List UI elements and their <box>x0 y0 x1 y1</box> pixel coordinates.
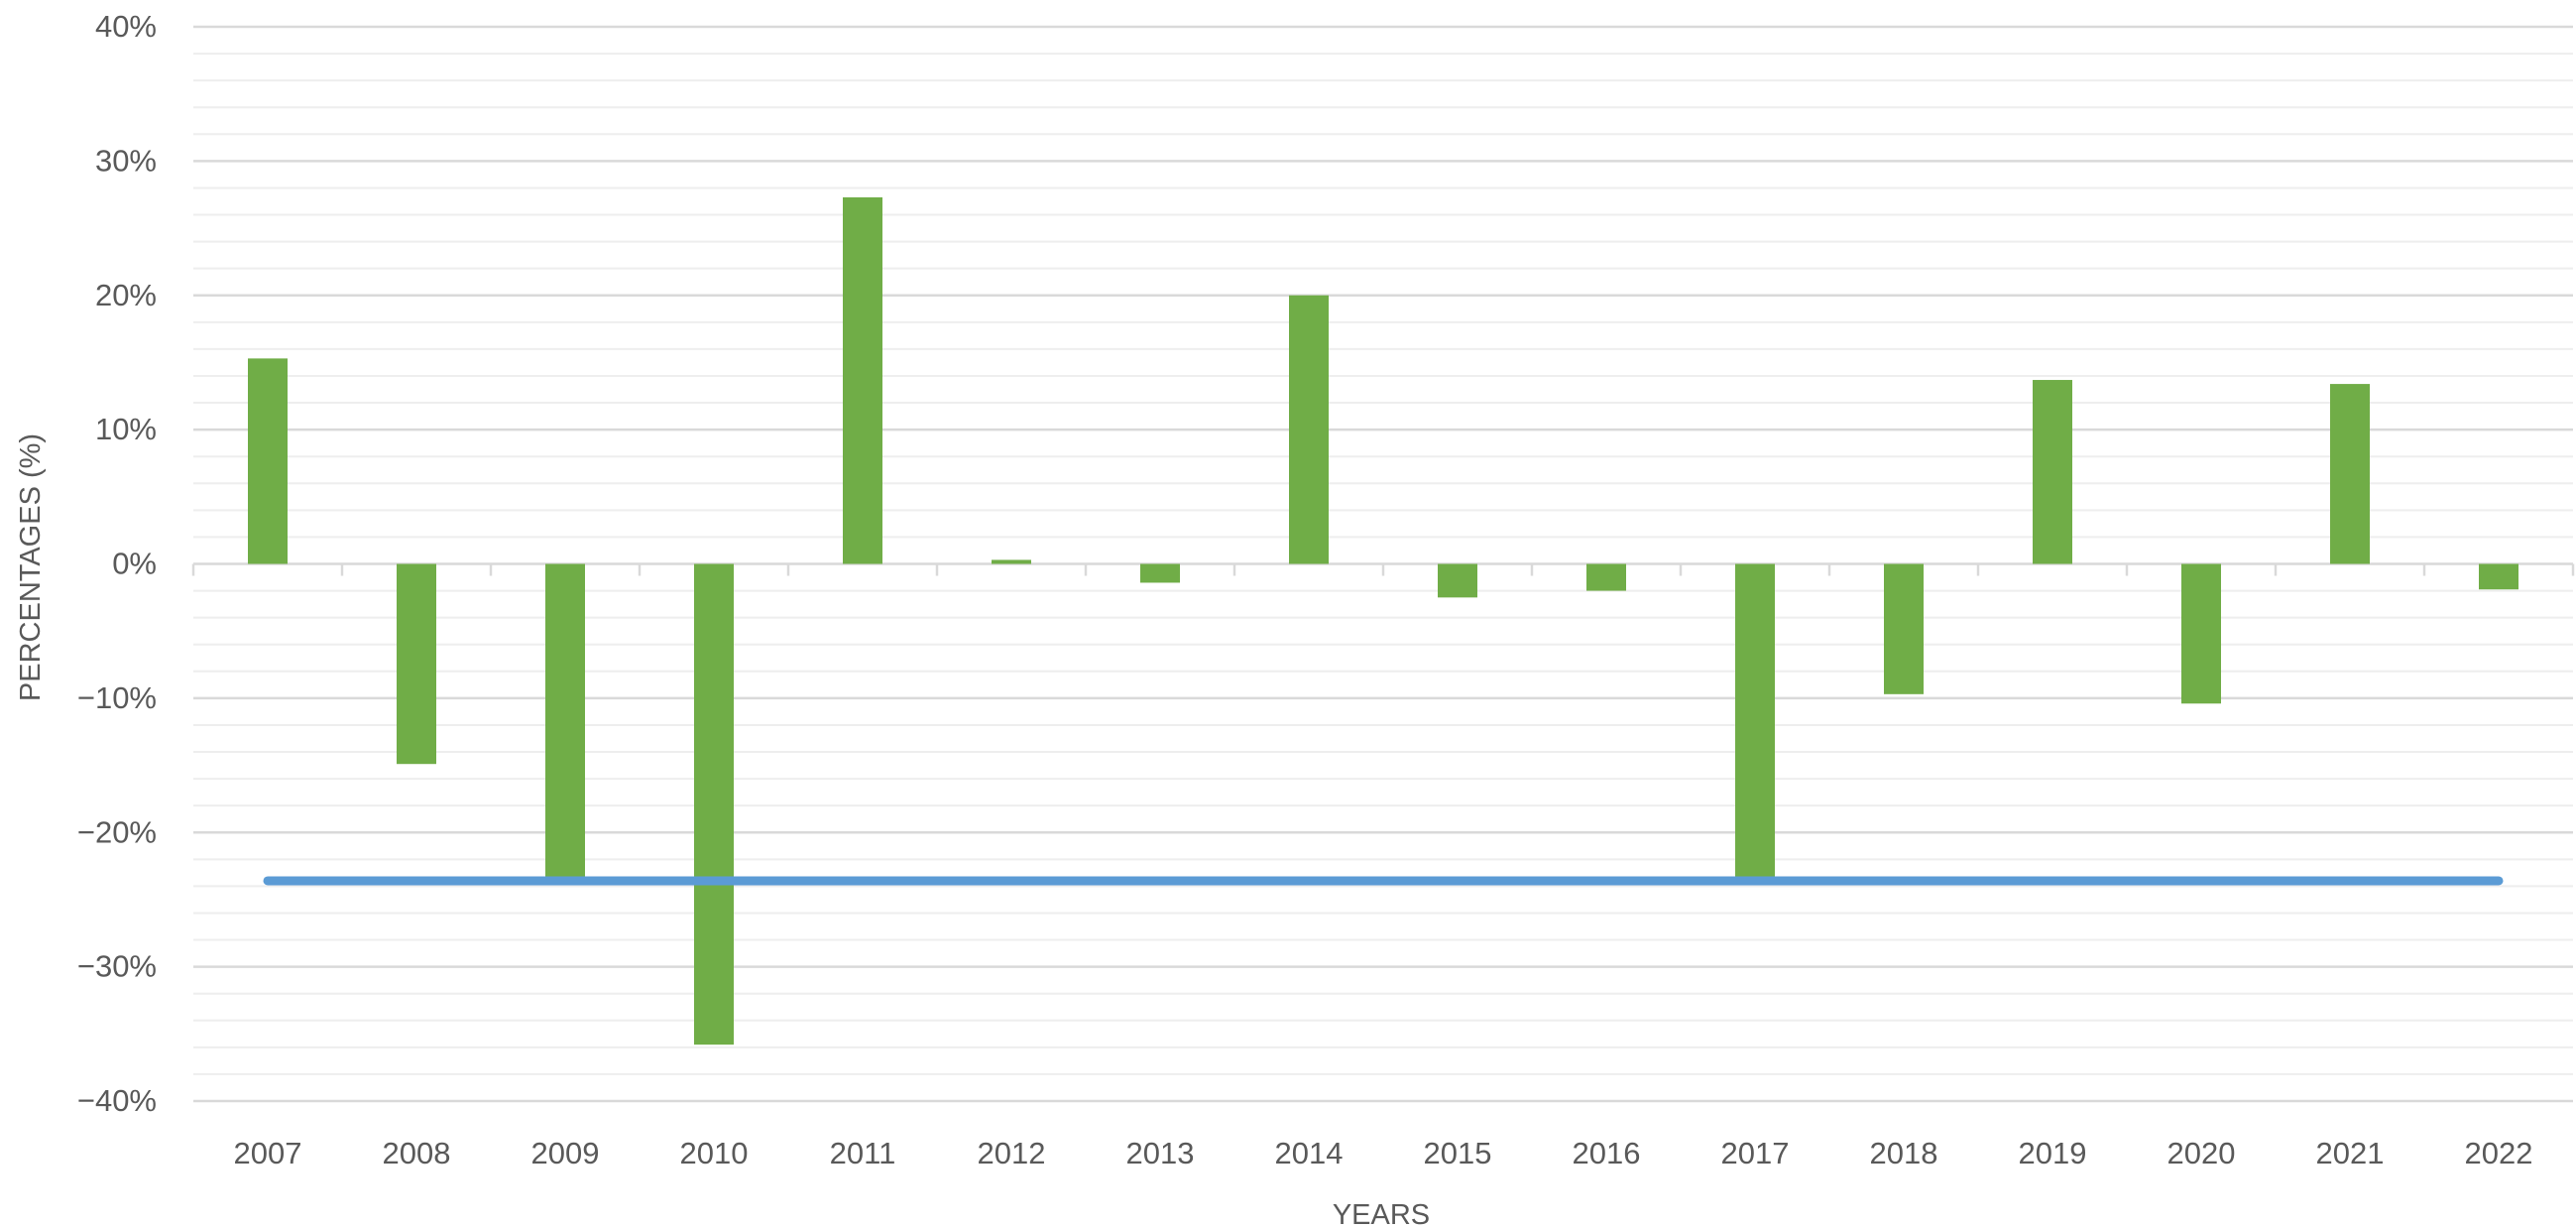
x-tick-label: 2017 <box>1721 1136 1790 1170</box>
x-tick-label: 2018 <box>1870 1136 1938 1170</box>
x-axis-title: YEARS <box>1333 1199 1430 1229</box>
bar-2009 <box>545 564 585 881</box>
x-tick-label: 2007 <box>234 1136 302 1170</box>
x-axis-tick-labels: 2007 2008 2009 2010 2011 2012 2013 2014 2015 2016… <box>234 1136 2533 1170</box>
bar-2012 <box>992 559 1031 563</box>
y-tick-label: 30% <box>95 143 157 178</box>
x-tick-label: 2013 <box>1126 1136 1195 1170</box>
y-tick-label: 20% <box>95 278 157 312</box>
y-axis-tick-labels: 40% 30% 20% 10% 0% −10% −20% −30% −40% <box>77 9 157 1118</box>
bar-2017 <box>1735 564 1775 881</box>
bar-2022 <box>2479 564 2518 590</box>
bar-series <box>248 197 2518 1045</box>
bar-2020 <box>2181 564 2221 704</box>
bar-2018 <box>1884 564 1924 694</box>
x-tick-label: 2012 <box>978 1136 1046 1170</box>
x-tick-label: 2015 <box>1424 1136 1492 1170</box>
y-tick-label: −40% <box>77 1083 157 1118</box>
bar-2019 <box>2033 380 2072 563</box>
x-tick-label: 2010 <box>680 1136 749 1170</box>
y-tick-label: −30% <box>77 949 157 984</box>
y-tick-label: −20% <box>77 814 157 849</box>
x-tick-label: 2008 <box>383 1136 451 1170</box>
y-axis-title: PERCENTAGES (%) <box>15 433 47 701</box>
x-tick-label: 2019 <box>2019 1136 2087 1170</box>
bar-2010 <box>694 564 734 1045</box>
bar-2013 <box>1140 564 1180 583</box>
y-tick-label: −10% <box>77 680 157 715</box>
x-tick-label: 2020 <box>2167 1136 2236 1170</box>
bar-2007 <box>248 358 288 563</box>
y-tick-label: 10% <box>95 412 157 446</box>
bar-2015 <box>1438 564 1477 598</box>
y-tick-label: 40% <box>95 9 157 44</box>
x-tick-label: 2009 <box>531 1136 600 1170</box>
bar-2008 <box>397 564 436 765</box>
bar-2014 <box>1289 296 1329 564</box>
bar-2016 <box>1586 564 1626 591</box>
x-tick-label: 2011 <box>830 1136 896 1170</box>
x-tick-label: 2021 <box>2316 1136 2385 1170</box>
x-tick-label: 2016 <box>1573 1136 1641 1170</box>
bar-2021 <box>2330 384 2370 563</box>
x-tick-label: 2014 <box>1275 1136 1344 1170</box>
bar-2011 <box>843 197 882 564</box>
y-tick-label: 0% <box>112 547 157 581</box>
x-tick-label: 2022 <box>2465 1136 2533 1170</box>
